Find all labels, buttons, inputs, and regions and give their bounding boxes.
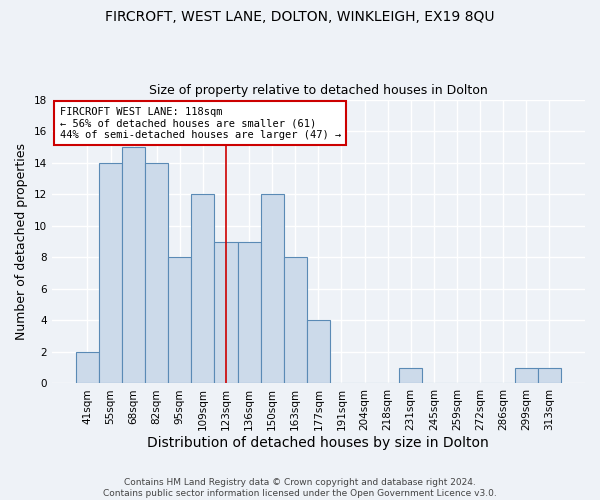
Bar bbox=[307, 320, 330, 384]
Bar bbox=[399, 368, 422, 384]
Bar bbox=[76, 352, 99, 384]
Bar bbox=[538, 368, 561, 384]
Text: Contains HM Land Registry data © Crown copyright and database right 2024.
Contai: Contains HM Land Registry data © Crown c… bbox=[103, 478, 497, 498]
Text: FIRCROFT, WEST LANE, DOLTON, WINKLEIGH, EX19 8QU: FIRCROFT, WEST LANE, DOLTON, WINKLEIGH, … bbox=[105, 10, 495, 24]
Bar bbox=[238, 242, 260, 384]
Bar bbox=[168, 258, 191, 384]
Bar bbox=[284, 258, 307, 384]
Y-axis label: Number of detached properties: Number of detached properties bbox=[15, 143, 28, 340]
Bar bbox=[99, 162, 122, 384]
Bar bbox=[515, 368, 538, 384]
Bar bbox=[214, 242, 238, 384]
Bar bbox=[145, 162, 168, 384]
Bar bbox=[260, 194, 284, 384]
Title: Size of property relative to detached houses in Dolton: Size of property relative to detached ho… bbox=[149, 84, 488, 97]
X-axis label: Distribution of detached houses by size in Dolton: Distribution of detached houses by size … bbox=[148, 436, 489, 450]
Bar bbox=[122, 147, 145, 384]
Text: FIRCROFT WEST LANE: 118sqm
← 56% of detached houses are smaller (61)
44% of semi: FIRCROFT WEST LANE: 118sqm ← 56% of deta… bbox=[59, 106, 341, 140]
Bar bbox=[191, 194, 214, 384]
